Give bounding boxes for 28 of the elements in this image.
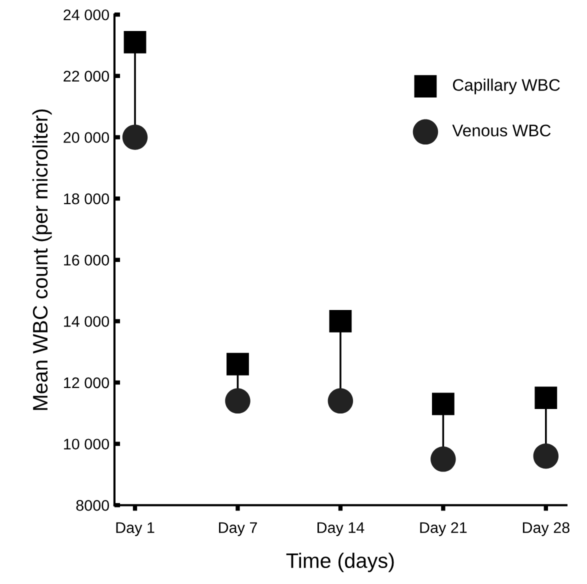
x-tick-label: Day 28 (522, 522, 570, 536)
legend-label: Venous WBC (452, 124, 551, 136)
point (430, 446, 456, 472)
y-tick-label: 20 000 (64, 132, 110, 143)
point (328, 388, 354, 414)
point (122, 124, 148, 150)
x-tick-label: Day 21 (420, 522, 467, 536)
x-tick-label: Day 14 (318, 522, 364, 536)
y-tick-label: 10 000 (64, 438, 110, 450)
y-tick-label: 18 000 (64, 193, 110, 204)
point (329, 310, 352, 332)
y-tick-label: 14 000 (64, 316, 110, 327)
point (534, 386, 558, 410)
y-tick-label: 16 000 (64, 254, 110, 266)
y-tick-label: 24 000 (64, 9, 110, 20)
point (533, 443, 559, 469)
point (124, 30, 146, 54)
legend-label: Capillary WBC (452, 78, 560, 94)
y-axis-title: Mean WBC count (per microliter) (32, 110, 52, 410)
point (225, 388, 250, 414)
y-tick-label: 8000 (76, 500, 110, 511)
x-axis-title: Time (days) (286, 552, 394, 572)
point (226, 352, 249, 376)
x-tick-label: Day 7 (219, 522, 257, 536)
y-tick-label: 12 000 (64, 377, 110, 388)
x-tick-label: Day 1 (116, 522, 154, 536)
point (432, 392, 454, 416)
y-tick-label: 22 000 (64, 70, 110, 82)
